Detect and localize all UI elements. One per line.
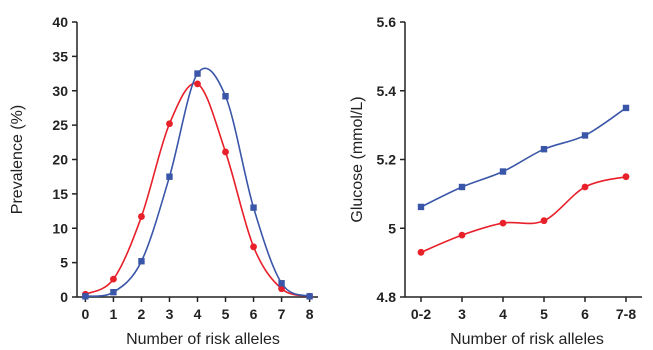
y-tick-label: 5.2 — [377, 152, 397, 168]
x-tick-label: 5 — [540, 306, 548, 322]
y-tick-label: 15 — [52, 186, 68, 202]
y-tick-label: 20 — [52, 152, 68, 168]
data-point — [166, 120, 173, 128]
data-point — [166, 173, 173, 180]
data-point — [222, 93, 229, 100]
x-tick-label: 7 — [278, 306, 286, 322]
data-point — [540, 145, 548, 153]
x-axis-title: Number of risk alleles — [126, 331, 280, 348]
data-point — [458, 183, 466, 191]
data-point — [458, 231, 466, 239]
data-point — [194, 80, 201, 88]
x-axis-title: Number of risk alleles — [450, 331, 604, 348]
data-point — [250, 243, 257, 251]
data-point — [581, 132, 589, 139]
data-point — [278, 280, 285, 287]
series-1 — [82, 67, 313, 300]
data-point — [417, 248, 425, 256]
x-tick-label: 7-8 — [616, 306, 636, 322]
series-line — [85, 82, 310, 298]
y-tick-label: 5.6 — [377, 14, 397, 30]
data-point — [306, 293, 313, 300]
y-tick-label: 0 — [60, 289, 68, 305]
y-tick-label: 4.8 — [377, 289, 397, 305]
data-point — [540, 217, 548, 225]
data-point — [278, 285, 285, 293]
x-tick-label: 6 — [581, 306, 589, 322]
y-tick-label: 25 — [52, 117, 68, 133]
y-tick-label: 30 — [52, 83, 68, 99]
data-point — [138, 258, 145, 265]
data-point — [138, 213, 145, 220]
glucose-chart: 4.8 5 5.2 5.4 5.6 0-2 3 4 5 6 7-8 Number of risk al… — [349, 14, 642, 348]
x-tick-label: 2 — [138, 306, 146, 322]
series-0 — [82, 80, 313, 300]
x-tick-label: 3 — [458, 306, 466, 322]
x-tick-label: 4 — [499, 306, 507, 322]
data-point — [622, 104, 630, 112]
series-line — [420, 107, 627, 208]
series-0 — [417, 173, 630, 256]
data-point — [110, 275, 117, 283]
data-point — [110, 288, 117, 296]
y-tick-label: 5 — [388, 220, 396, 236]
y-axis-title: Prevalence (%) — [9, 105, 26, 214]
x-tick-label: 8 — [306, 306, 314, 322]
series-line — [85, 67, 310, 298]
x-tick-label: 5 — [222, 306, 230, 322]
data-point — [581, 183, 589, 191]
x-tick-label: 4 — [194, 306, 202, 322]
y-tick-label: 40 — [52, 14, 68, 30]
data-point — [499, 168, 507, 175]
x-tick-label: 1 — [110, 306, 118, 322]
y-tick-label: 10 — [52, 220, 68, 236]
series-line — [420, 175, 627, 254]
x-tick-label: 0-2 — [411, 306, 431, 322]
x-tick-label: 6 — [250, 306, 258, 322]
data-point — [82, 293, 89, 300]
data-point — [499, 219, 507, 227]
data-point — [250, 204, 257, 211]
y-axis-title: Glucose (mmol/L) — [349, 96, 366, 222]
series-1 — [417, 104, 630, 211]
x-tick-label: 3 — [166, 306, 174, 322]
y-tick-label: 35 — [52, 48, 68, 64]
data-point — [622, 173, 630, 181]
x-tick-label: 0 — [82, 306, 90, 322]
data-point — [417, 203, 425, 211]
data-point — [194, 70, 201, 77]
y-tick-label: 5.4 — [377, 83, 397, 99]
data-point — [222, 148, 229, 156]
y-tick-label: 5 — [60, 255, 68, 271]
prevalence-chart: 0 5 10 15 20 25 30 35 40 0 1 2 3 4 5 6 7 8 Number of risk … — [9, 14, 318, 348]
